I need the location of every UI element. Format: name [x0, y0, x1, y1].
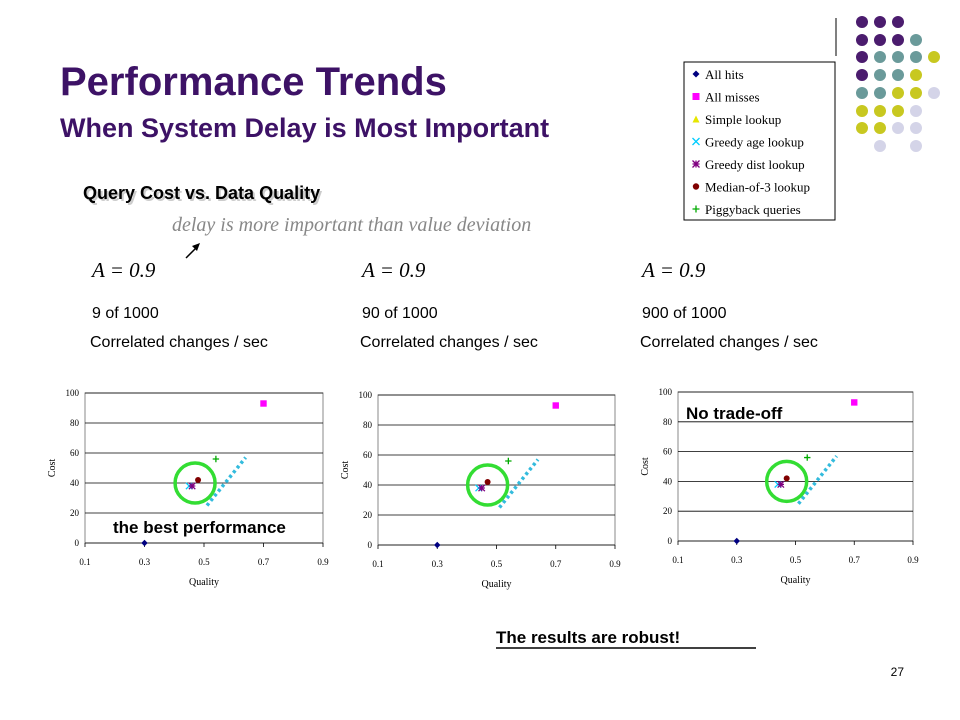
heading-shadow: Query Cost vs. Data Quality: [85, 185, 322, 205]
x-tick-label: 0.3: [432, 559, 444, 569]
point: [478, 484, 486, 492]
y-tick-label: 20: [363, 510, 373, 520]
x-tick-label: 0.1: [372, 559, 383, 569]
callout-tradeoff: No trade-off: [686, 404, 783, 423]
y-tick-label: 40: [363, 480, 373, 490]
tradeoff-line: [498, 458, 540, 509]
point: [195, 477, 202, 483]
y-tick-label: 40: [663, 476, 673, 486]
y-tick-label: 100: [659, 387, 673, 397]
y-tick-label: 100: [66, 388, 80, 398]
panel-rate: 900 of 1000: [642, 305, 727, 322]
highlight-circle: [465, 463, 510, 507]
x-tick-label: 0.7: [849, 555, 861, 565]
y-tick-label: 80: [663, 417, 673, 427]
panel-unit: Correlated changes / sec: [640, 334, 818, 351]
y-axis-label: Cost: [47, 459, 58, 478]
callout-best: the best performance: [113, 518, 286, 537]
y-tick-label: 20: [663, 506, 673, 516]
x-tick-label: 0.5: [198, 557, 210, 567]
panel-rate: 9 of 1000: [92, 305, 159, 322]
y-tick-label: 0: [668, 536, 673, 546]
point: [777, 480, 785, 489]
highlight-circle: [764, 459, 809, 504]
tradeoff-line: [205, 456, 248, 507]
legend-label: All misses: [705, 90, 760, 105]
point: [505, 457, 512, 465]
panel-param: A = 0.9: [640, 258, 706, 282]
legend-marker: [692, 93, 700, 100]
legend-label: Greedy age lookup: [705, 135, 804, 150]
y-tick-label: 60: [70, 448, 80, 458]
x-tick-label: 0.1: [79, 557, 90, 567]
panel-param: A = 0.9: [360, 258, 426, 282]
legend-marker: [692, 160, 700, 168]
x-axis-label: Quality: [189, 577, 219, 588]
point: [552, 402, 559, 409]
y-axis-label: Cost: [340, 461, 351, 480]
x-tick-label: 0.3: [139, 557, 151, 567]
x-tick-label: 0.7: [550, 559, 562, 569]
highlight-circle: [173, 461, 217, 505]
y-tick-label: 100: [359, 390, 373, 400]
x-tick-label: 0.3: [731, 555, 743, 565]
panel-param: A = 0.9: [90, 258, 156, 282]
tradeoff-line: [797, 454, 838, 505]
point: [851, 399, 858, 406]
x-axis-label: Quality: [781, 575, 811, 586]
point: [212, 455, 220, 463]
legend-label: Simple lookup: [705, 112, 781, 127]
legend-marker: [692, 183, 700, 190]
point: [434, 541, 441, 549]
conclusion: The results are robust!: [496, 628, 680, 647]
legend: [683, 61, 836, 221]
y-tick-label: 0: [75, 538, 80, 548]
y-tick-label: 60: [663, 447, 673, 457]
y-tick-label: 80: [363, 420, 373, 430]
panel-rate: 90 of 1000: [362, 305, 438, 322]
x-tick-label: 0.1: [672, 555, 683, 565]
note-arrow: [185, 243, 200, 259]
point: [188, 482, 196, 490]
plot-area: [677, 391, 914, 542]
y-axis-label: Cost: [640, 457, 651, 476]
y-tick-label: 40: [70, 478, 80, 488]
x-tick-label: 0.9: [609, 559, 621, 569]
x-tick-label: 0.9: [907, 555, 919, 565]
x-axis-label: Quality: [482, 579, 512, 590]
point: [141, 539, 148, 547]
y-tick-label: 60: [363, 450, 373, 460]
y-tick-label: 80: [70, 418, 80, 428]
point: [804, 454, 811, 461]
panel-unit: Correlated changes / sec: [360, 334, 538, 351]
legend-marker: [692, 70, 700, 78]
point: [783, 475, 790, 482]
point: [260, 400, 267, 407]
x-tick-label: 0.7: [258, 557, 270, 567]
legend-label: Median-of-3 lookup: [705, 180, 810, 195]
point: [484, 479, 491, 485]
note: delay is more important than value devia…: [172, 214, 531, 236]
legend-label: All hits: [705, 67, 744, 82]
legend-marker: [692, 205, 700, 213]
y-tick-label: 0: [368, 540, 373, 550]
decor-dots: [835, 16, 940, 152]
x-tick-label: 0.5: [491, 559, 503, 569]
plot-area: [377, 394, 616, 546]
page-number: 27: [891, 665, 905, 679]
legend-label: Greedy dist lookup: [705, 157, 805, 172]
panel-unit: Correlated changes / sec: [90, 334, 268, 351]
subtitle: When System Delay is Most Important: [60, 113, 549, 143]
legend-marker: [692, 137, 700, 146]
x-tick-label: 0.9: [317, 557, 329, 567]
title: Performance Trends: [60, 60, 447, 104]
y-tick-label: 20: [70, 508, 80, 518]
legend-label: Piggyback queries: [705, 202, 801, 217]
x-tick-label: 0.5: [790, 555, 802, 565]
plot-area: [84, 392, 324, 544]
heading: Query Cost vs. Data Quality: [83, 183, 320, 203]
legend-marker: [692, 115, 700, 123]
point: [733, 537, 740, 545]
